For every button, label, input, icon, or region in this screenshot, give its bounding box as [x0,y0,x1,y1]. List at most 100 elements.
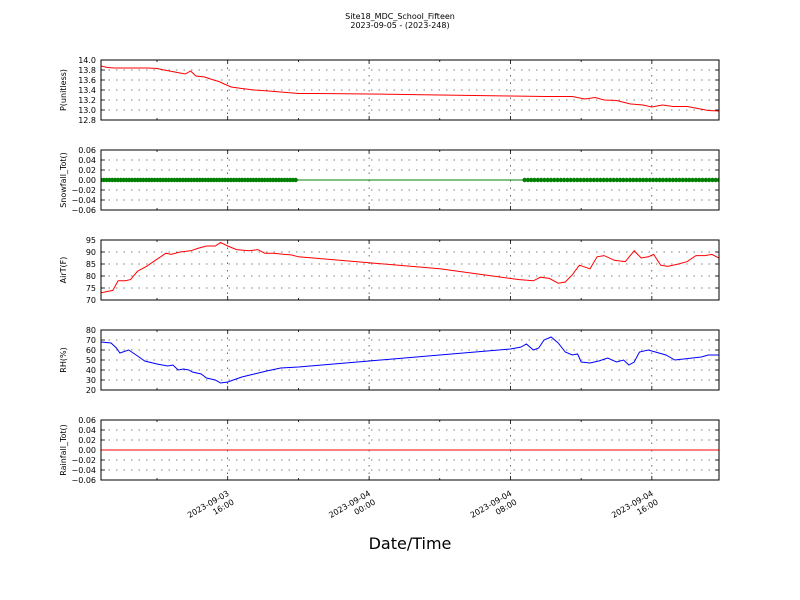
data-point [634,177,639,183]
y-tick-label: 0.00 [78,446,96,455]
panel-2: 0.060.040.020.00−0.02−0.04−0.06Snowfall_… [59,146,720,215]
data-point [561,177,567,183]
y-tick-label: 13.0 [78,106,96,115]
data-point [608,177,613,183]
y-axis-label: AirT(F) [59,257,68,284]
data-point [552,177,557,183]
y-axis-label: RH(%) [59,347,68,372]
data-point [611,177,616,183]
data-point [624,177,629,183]
data-point [535,177,540,183]
y-tick-label: −0.06 [71,476,96,485]
panel-frame [100,149,720,211]
data-point [657,177,662,183]
data-point [680,177,685,183]
y-tick-label: 75 [86,284,96,293]
data-point [542,177,547,183]
data-point [529,177,534,183]
y-tick-label: 13.6 [78,76,96,85]
data-point [614,177,620,183]
y-tick-label: 90 [86,248,96,257]
y-tick-label: 0.06 [78,416,96,425]
y-tick-label: −0.02 [71,186,96,195]
data-point [706,177,712,183]
panel-3: 95 90 85 80 75 70 AirT(F) [59,236,720,305]
data-point [591,177,596,183]
series-line [101,241,719,294]
y-tick-label: 80 [86,272,96,281]
y-tick-label: 12.8 [78,116,96,125]
series-line [101,65,719,112]
data-point [585,177,590,183]
data-point [598,177,603,183]
data-point [532,177,537,183]
data-point [641,177,646,183]
y-tick-label: 70 [86,296,96,305]
y-tick-label: −0.02 [71,456,96,465]
data-point [667,177,672,183]
data-point [650,177,656,183]
data-point [578,177,583,183]
data-point [660,177,666,183]
y-tick-label: 0.04 [78,426,96,435]
panel-1: 14.013.813.613.413.213.012.8 P(unitless) [59,56,720,125]
data-point [670,177,676,183]
data-point [565,177,570,183]
y-tick-label: 40 [86,366,96,375]
data-point [697,177,702,183]
panel-frame [100,329,720,391]
data-point [522,177,527,183]
series-line [101,336,719,384]
data-point [710,177,715,183]
y-tick-label: −0.04 [71,196,96,205]
data-point [601,177,606,183]
data-point [575,177,580,183]
y-tick-label: 70 [86,336,96,345]
data-point [627,177,633,183]
y-tick-label: 0.06 [78,146,96,155]
data-point [293,177,298,183]
y-tick-label: −0.06 [71,206,96,215]
data-point [637,177,643,183]
y-tick-label: 95 [86,236,96,245]
y-tick-label: 13.2 [78,96,96,105]
data-point [525,177,531,183]
y-tick-label: 14.0 [78,56,96,65]
data-point [644,177,649,183]
data-point [664,177,669,183]
data-point [631,177,636,183]
data-point [690,177,695,183]
data-point [683,177,689,183]
y-tick-label: 85 [86,260,96,269]
data-point [545,177,550,183]
panel-frame [100,239,720,301]
panel-5: 0.060.040.020.00−0.02−0.04−0.06Rainfall_… [59,416,720,485]
data-point [674,177,679,183]
y-axis-label: P(unitless) [59,69,68,111]
y-tick-label: 20 [86,386,96,395]
y-tick-label: 30 [86,376,96,385]
y-tick-label: 13.4 [78,86,96,95]
panel-frame [100,59,720,121]
y-tick-label: 50 [86,356,96,365]
y-tick-label: 60 [86,346,96,355]
y-axis-label: Snowfall_Tot() [59,152,68,208]
data-point [621,177,626,183]
y-axis-label: Rainfall_Tot() [59,424,68,476]
data-point [594,177,600,183]
data-point [618,177,623,183]
y-tick-label: 0.04 [78,156,96,165]
data-point [538,177,544,183]
data-point [703,177,708,183]
chart-title-line2: 2023-09-05 - (2023-248) [350,21,450,30]
y-tick-label: 80 [86,326,96,335]
y-tick-label: 13.8 [78,66,96,75]
x-axis-label: Date/Time [368,534,452,553]
data-point [713,177,718,183]
